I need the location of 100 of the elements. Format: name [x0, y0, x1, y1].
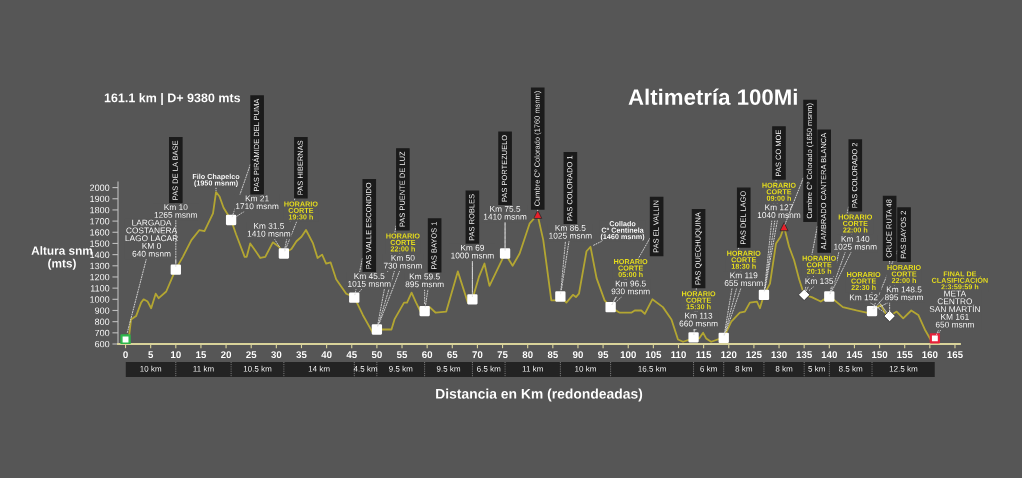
y-tick-label: 1400 — [90, 251, 110, 258]
data-label: 4.5 km — [353, 365, 378, 372]
data-label: 10 km — [140, 365, 162, 372]
y-tick-label: 1900 — [90, 195, 110, 203]
data-label: Km 119 655 msnm — [724, 272, 763, 287]
data-label: 11 km — [522, 365, 543, 372]
point — [120, 334, 131, 344]
x-tick-label: 85 — [547, 351, 558, 359]
x-tick-label: 120 — [721, 351, 737, 359]
data-label: 12.5 km — [889, 365, 918, 372]
y-tick-label: 1100 — [90, 285, 110, 292]
x-tick-label: 105 — [645, 351, 662, 359]
x-tick-label: 65 — [447, 351, 458, 359]
y-tick-label: 1200 — [90, 273, 110, 281]
x-tick-label: 75 — [497, 351, 508, 359]
x-axis-title: Distancia en Km (redondeadas) — [436, 388, 643, 402]
data-label: 8.5 km — [838, 365, 863, 372]
data-label: 16.5 km — [638, 365, 666, 372]
point — [419, 305, 430, 317]
data-label: 6 km — [700, 365, 717, 372]
point — [824, 291, 835, 302]
data-label: Km 152 — [849, 294, 878, 301]
y-tick-label: 1700 — [90, 218, 110, 225]
y-tick-label: 700 — [95, 329, 110, 337]
data-label: Km 59.5 895 msnm — [405, 273, 444, 288]
x-tick-label: 35 — [296, 351, 307, 359]
y-tick-label: 1300 — [90, 262, 110, 270]
x-tick-label: 30 — [271, 351, 282, 359]
y-tick-label: 2000 — [90, 184, 110, 191]
data-label: Km 31.5 1410 msnm — [247, 222, 291, 237]
data-label: 6.5 km — [477, 365, 501, 372]
point — [499, 248, 511, 259]
data-label: Km 96.5 930 msnm — [611, 280, 650, 295]
x-tick-label: 160 — [922, 351, 938, 359]
x-tick-label: 10 — [171, 351, 181, 359]
x-tick-label: 40 — [321, 351, 332, 359]
data-label: Km 21 1710 msnm — [235, 195, 279, 210]
x-tick-label: 140 — [821, 351, 838, 359]
data-label: LARGADA COSTANERA LAGO LACAR KM 0 640 msnm — [125, 219, 178, 257]
x-tick-label: 110 — [671, 351, 686, 359]
x-tick-label: 25 — [246, 351, 257, 359]
x-tick-label: 100 — [620, 351, 636, 359]
y-tick-label: 1600 — [90, 229, 110, 236]
data-label: META CENTRO SAN MARTÍN KM 161 650 msnm — [929, 290, 980, 328]
x-tick-label: 70 — [472, 351, 483, 359]
y-tick-label: 900 — [95, 307, 110, 314]
data-label: 14 km — [308, 365, 330, 372]
data-label: 5 km — [808, 365, 825, 372]
x-tick-label: 55 — [396, 351, 408, 359]
point — [225, 214, 237, 226]
chart-title: Altimetría 100Mi — [628, 88, 797, 105]
x-tick-label: 0 — [123, 351, 128, 359]
point — [555, 291, 566, 302]
x-tick-label: 20 — [221, 351, 232, 359]
x-tick-label: 150 — [872, 351, 888, 359]
y-tick-label: 1000 — [90, 296, 110, 303]
point — [278, 248, 290, 259]
point — [371, 324, 383, 335]
point — [467, 294, 478, 305]
point — [758, 289, 770, 300]
x-tick-label: 80 — [522, 351, 533, 359]
x-tick-label: 135 — [796, 351, 813, 359]
x-tick-label: 115 — [696, 351, 712, 359]
x-tick-label: 15 — [196, 351, 207, 359]
data-label: 9.5 km — [389, 365, 413, 372]
data-label: Km 75.5 1410 msnm — [483, 206, 527, 220]
data-label: 9.5 km — [436, 365, 461, 372]
data-label: Km 135 — [805, 278, 834, 284]
data-label: Km 127 1040 msnm — [757, 204, 801, 218]
point — [349, 292, 360, 303]
x-tick-label: 45 — [346, 351, 357, 359]
point — [170, 264, 181, 275]
point — [929, 333, 941, 344]
x-tick-label: 50 — [371, 351, 382, 359]
x-tick-label: 90 — [572, 351, 583, 359]
data-label: Km 148.5 895 msnm — [884, 286, 923, 301]
point — [605, 301, 616, 313]
data-label: Km 50 730 msnm — [383, 254, 422, 269]
y-tick-label: 600 — [95, 340, 110, 348]
data-label: 10.5 km — [243, 365, 272, 372]
data-label: 8 km — [735, 365, 753, 372]
chart-subtitle: 161.1 km | D+ 9380 mts — [104, 93, 241, 105]
data-label: Km 10 1265 msnm — [154, 204, 198, 218]
x-tick-label: 5 — [148, 351, 154, 359]
data-label: Km 140 1025 msnm — [834, 236, 877, 250]
x-tick-label: 130 — [771, 351, 787, 359]
y-tick-label: 800 — [95, 318, 110, 326]
x-tick-label: 145 — [846, 351, 863, 359]
x-tick-label: 60 — [422, 351, 433, 359]
x-tick-label: 95 — [598, 351, 609, 359]
data-label: Km 113 660 msnm — [679, 312, 718, 327]
y-tick-label: 1500 — [90, 240, 110, 247]
point — [688, 332, 699, 343]
data-label: Km 86.5 1025 msnm — [549, 225, 592, 239]
point — [718, 332, 729, 344]
x-tick-label: 155 — [897, 351, 913, 359]
data-label: 8 km — [775, 365, 793, 372]
data-label: 10 km — [575, 365, 596, 372]
y-tick-label: 1800 — [90, 206, 110, 214]
data-label: Km 69 1000 msnm — [451, 244, 494, 259]
